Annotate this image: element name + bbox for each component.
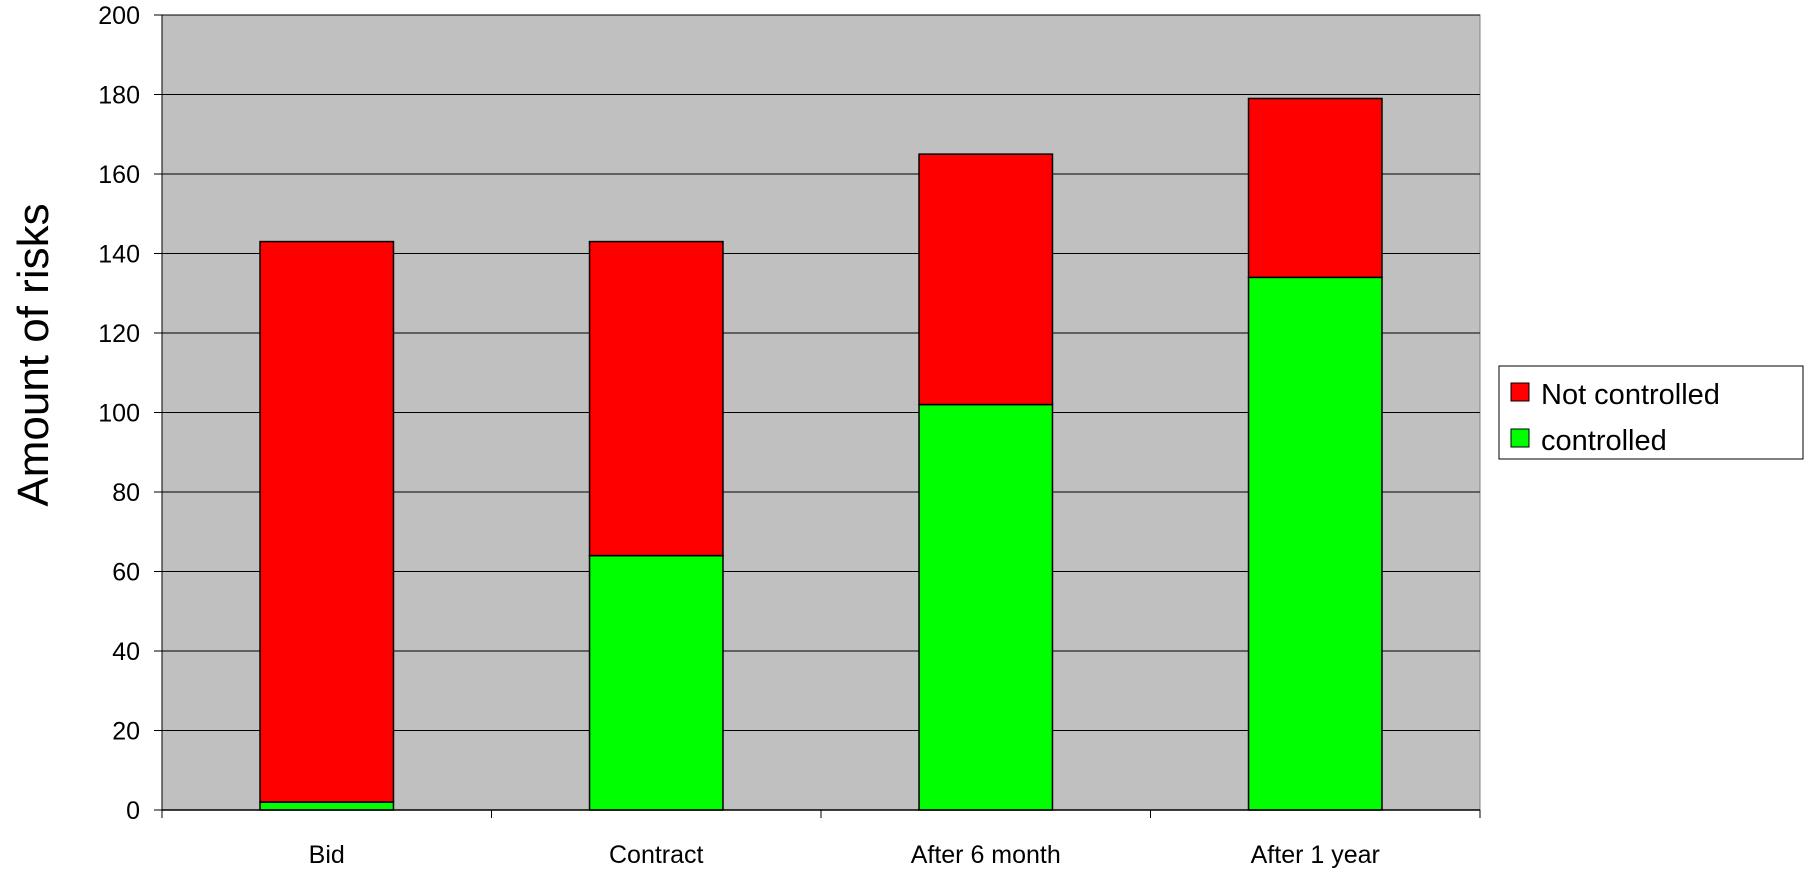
legend: Not controlled controlled [1498,365,1804,460]
bar-controlled-bid [259,801,395,811]
axes [154,14,1481,818]
bars [259,97,1383,811]
bar-not-controlled-bid [259,240,395,803]
y-tick-labels: 0 20 40 60 80 100 120 140 160 180 200 [98,2,140,825]
legend-label-not-controlled: Not controlled [1541,379,1720,411]
bar-controlled-after-6-month [918,403,1054,811]
bar-controlled-after-1-year [1247,276,1383,811]
legend-swatch-not-controlled [1510,382,1530,402]
y-tick-label: 140 [98,241,140,269]
legend-box [1498,365,1804,460]
x-tick-labels: Bid Contract After 6 month After 1 year [309,841,1380,869]
x-tick-label: Contract [609,841,704,869]
y-tick-label: 180 [98,82,140,110]
y-tick-label: 40 [112,638,140,666]
bar-not-controlled-contract [588,240,724,557]
y-axis-title: Amount of risks [9,203,58,506]
y-tick-label: 80 [112,479,140,507]
y-tick-label: 100 [98,400,140,428]
y-tick-label: 0 [126,797,140,825]
x-tick-label: After 6 month [911,841,1061,869]
y-tick-label: 60 [112,559,140,587]
bar-not-controlled-after-6-month [918,153,1054,406]
legend-label-controlled: controlled [1541,425,1667,457]
bar-controlled-contract [588,554,724,811]
y-tick-label: 20 [112,718,140,746]
x-tick-label: After 1 year [1251,841,1380,869]
y-tick-label: 160 [98,161,140,189]
legend-swatch-controlled [1510,428,1530,448]
bar-not-controlled-after-1-year [1247,97,1383,279]
y-tick-label: 200 [98,2,140,30]
x-tick-label: Bid [309,841,345,869]
y-tick-label: 120 [98,320,140,348]
